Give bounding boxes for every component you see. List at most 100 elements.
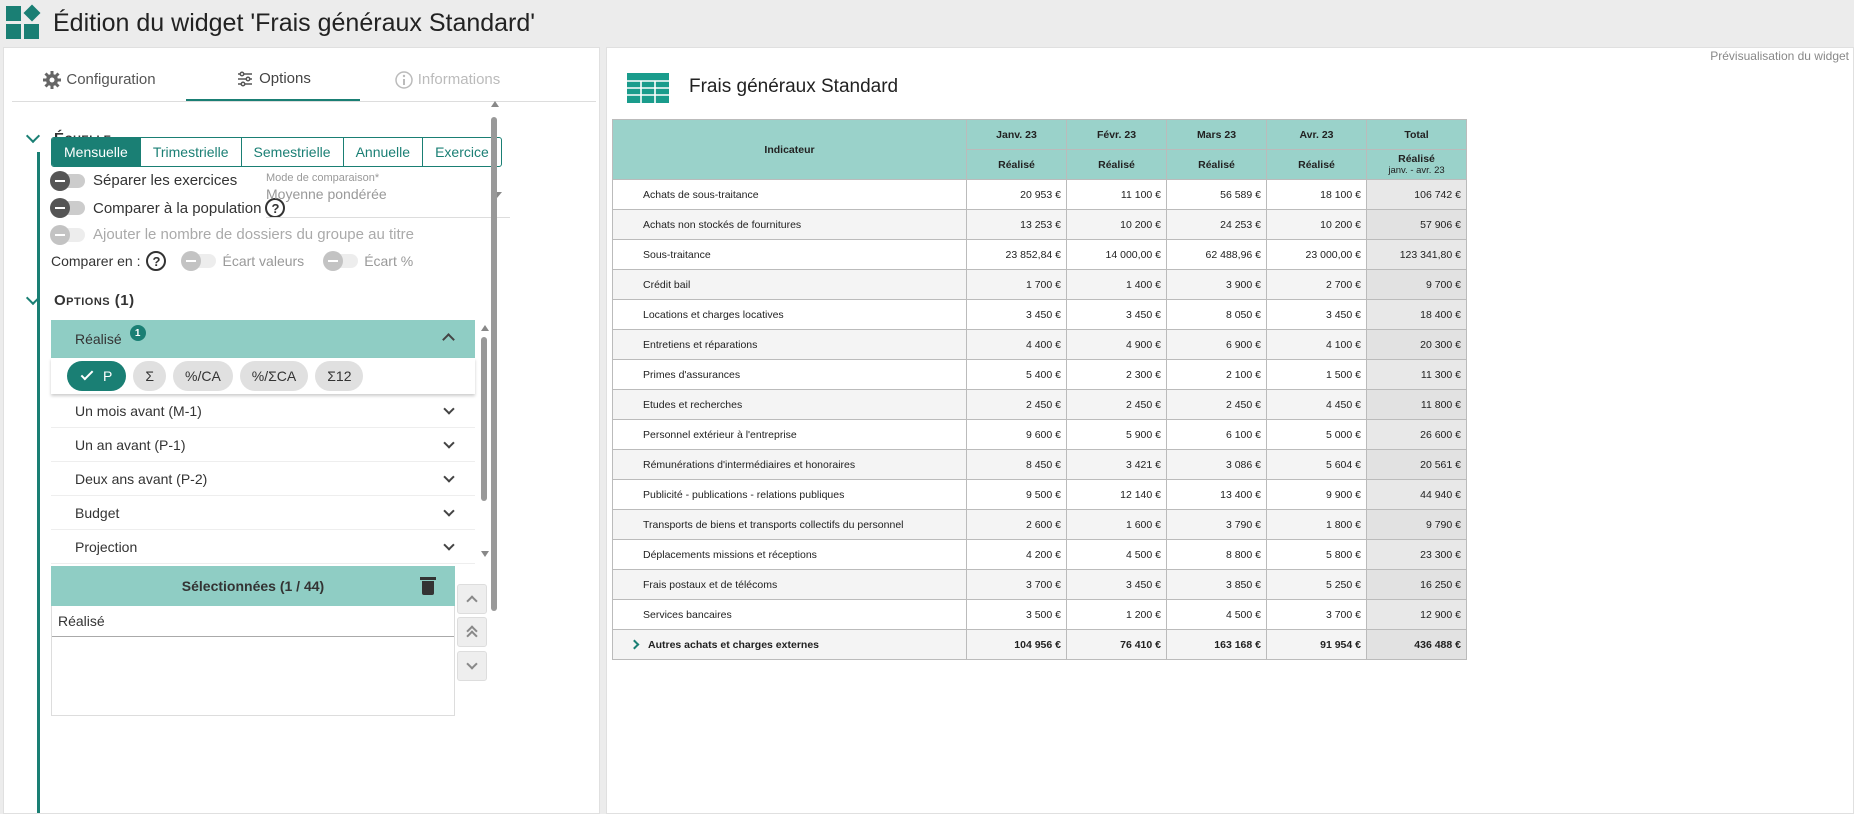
option-projection[interactable]: Projection [51,530,475,564]
summary-total: 436 488 € [1366,629,1467,660]
realise-chips-bar: P Σ %/CA %/ΣCA Σ12 [51,358,475,394]
tab-configuration[interactable]: Configuration [12,58,186,101]
indicator-header: Indicateur [612,119,967,180]
cell-value: 18 100 € [1266,179,1367,210]
move-top-button[interactable] [457,617,487,647]
scale-exercice[interactable]: Exercice [435,144,489,160]
summary-label-cell[interactable]: Autres achats et charges externes [612,629,967,660]
cell-value: 1 500 € [1266,359,1367,390]
selected-item[interactable]: Réalisé [52,606,454,637]
table-row: Crédit bail 1 700 €1 400 €3 900 €2 700 €9… [612,269,1467,300]
check-icon [80,367,94,381]
row-label: Sous-traitance [612,239,967,270]
chip-pct-sum-ca[interactable]: %/ΣCA [239,361,309,391]
widget-preview-panel: Prévisualisation du widget Frais générau… [606,47,1854,814]
month-header: Avr. 23 [1266,119,1367,150]
move-up-button[interactable] [457,584,487,614]
cell-value: 14 000,00 € [1066,239,1167,270]
chip-p[interactable]: P [67,361,127,391]
row-label: Etudes et recherches [612,389,967,420]
cell-value: 8 450 € [966,449,1067,480]
cell-value: 3 450 € [966,299,1067,330]
table-row: Entretiens et réparations 4 400 €4 900 €6… [612,329,1467,360]
cell-value: 6 100 € [1166,419,1267,450]
cell-value: 3 850 € [1166,569,1267,600]
cell-value: 3 900 € [1166,269,1267,300]
scale-annuelle[interactable]: Annuelle [344,138,424,166]
cell-total: 20 300 € [1366,329,1467,360]
preview-label: Prévisualisation du widget [1710,49,1849,63]
cell-total: 106 742 € [1366,179,1467,210]
chip-pct-ca[interactable]: %/CA [173,361,233,391]
chevron-down-icon [443,539,455,551]
sub-header: Réalisé [1066,149,1167,180]
summary-label: Autres achats et charges externes [648,638,819,651]
month-header: Févr. 23 [1066,119,1167,150]
scrollbar-thumb[interactable] [491,117,497,611]
realise-accordion-header[interactable]: Réalisé 1 [51,320,475,358]
cell-value: 20 953 € [966,179,1067,210]
cell-value: 3 790 € [1166,509,1267,540]
help-icon[interactable]: ? [146,251,167,271]
comparer-en-row: Comparer en : ? Écart valeurs Écart % [51,251,413,271]
scroll-down-icon[interactable] [481,551,489,557]
table-row: Personnel extérieur à l'entreprise 9 600 … [612,419,1467,450]
option-p-1[interactable]: Un an avant (P-1) [51,428,475,462]
ajouter-nombre-toggle[interactable] [50,224,85,245]
row-label: Primes d'assurances [612,359,967,390]
separer-exercices-toggle[interactable] [50,170,85,191]
scale-semestrielle[interactable]: Semestrielle [242,138,344,166]
separer-exercices-label: Séparer les exercices [93,172,238,189]
ecart-valeurs-toggle[interactable] [181,251,217,271]
tab-informations[interactable]: Informations [360,58,534,101]
scroll-up-icon[interactable] [491,101,499,107]
option-budget[interactable]: Budget [51,496,475,530]
cell-total: 20 561 € [1366,449,1467,480]
cell-value: 3 500 € [966,599,1067,630]
options-section-toggle[interactable]: Options (1) [25,290,135,309]
mode-comparaison-select[interactable]: Mode de comparaison* Moyenne pondérée [266,172,510,218]
comparer-population-toggle[interactable] [50,198,85,218]
table-row: Frais postaux et de télécoms 3 700 €3 450… [612,569,1467,600]
comparer-population-row: Comparer à la population ? [50,198,286,218]
panel-scrollbar[interactable] [491,101,499,701]
sub-header: Réalisé [1166,149,1267,180]
option-p-2[interactable]: Deux ans avant (P-2) [51,462,475,496]
summary-value: 76 410 € [1066,629,1167,660]
cell-value: 2 450 € [966,389,1067,420]
info-icon [394,70,413,89]
month-header: Mars 23 [1166,119,1267,150]
cell-value: 3 421 € [1066,449,1167,480]
selected-list: Réalisé [51,606,455,716]
summary-row[interactable]: Autres achats et charges externes 104 95… [612,629,1467,660]
option-label: Un mois avant (M-1) [75,402,202,419]
cell-value: 5 800 € [1266,539,1367,570]
trash-icon[interactable] [420,577,436,595]
tab-options[interactable]: Options [186,58,360,101]
table-widget-icon [627,73,669,103]
editor-tabs: Configuration Options Informations [12,58,596,102]
cell-value: 4 450 € [1266,389,1367,420]
scale-trimestrielle[interactable]: Trimestrielle [141,138,242,166]
sub-header: Réalisé [1266,149,1367,180]
chip-sum12[interactable]: Σ12 [315,361,364,391]
ecart-pct-toggle[interactable] [323,251,359,271]
scroll-up-icon[interactable] [481,325,489,331]
cell-value: 9 500 € [966,479,1067,510]
scrollbar-thumb[interactable] [481,337,487,501]
table-row: Publicité - publications - relations pub… [612,479,1467,510]
chevron-right-icon[interactable] [629,639,640,649]
cell-total: 16 250 € [1366,569,1467,600]
chip-sum[interactable]: Σ [133,361,166,391]
option-m-1[interactable]: Un mois avant (M-1) [51,394,475,428]
summary-value: 104 956 € [966,629,1067,660]
options-scrollbar[interactable] [481,325,489,559]
scale-mensuelle[interactable]: Mensuelle [52,138,141,166]
cell-value: 3 086 € [1166,449,1267,480]
ecart-pct-label: Écart % [364,253,414,269]
row-label: Personnel extérieur à l'entreprise [612,419,967,450]
cell-value: 2 100 € [1166,359,1267,390]
table-row: Locations et charges locatives 3 450 €3 4… [612,299,1467,330]
cell-total: 57 906 € [1366,209,1467,240]
move-down-button[interactable] [457,651,487,681]
